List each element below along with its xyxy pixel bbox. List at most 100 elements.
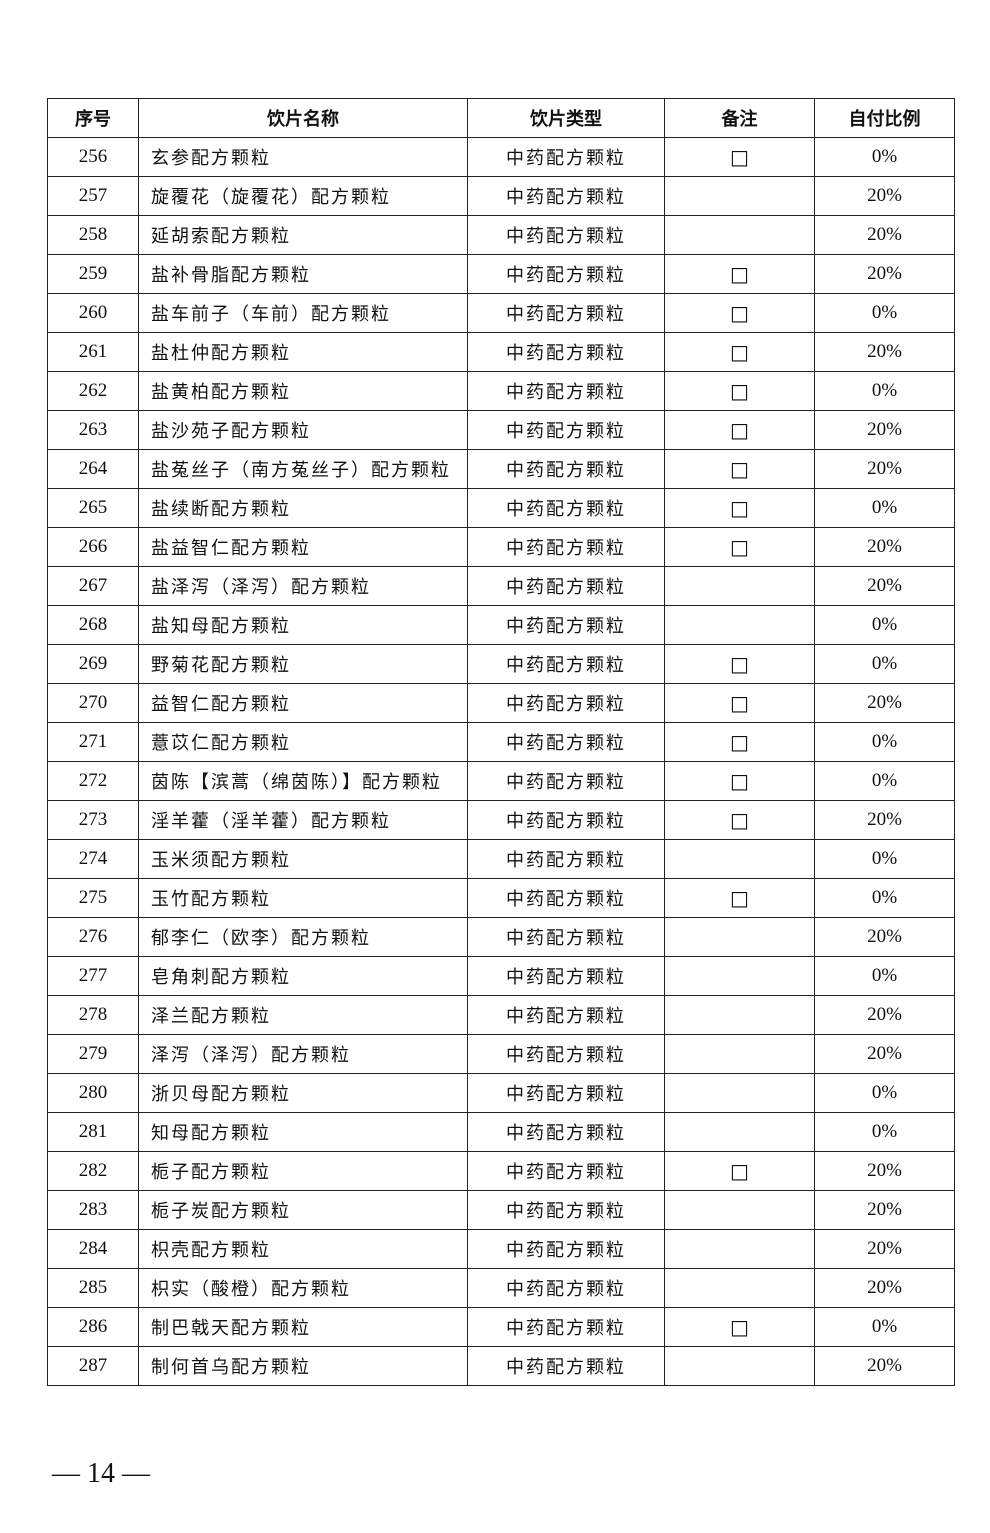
drug-name: 延胡索配方颗粒: [138, 215, 468, 255]
table-row: 259 盐补骨脂配方颗粒 中药配方颗粒 □ 20%: [47, 254, 955, 294]
table-row: 277 皂角刺配方颗粒 中药配方颗粒 0%: [47, 956, 955, 996]
row-number: 271: [47, 722, 139, 762]
note-checkbox: □: [664, 722, 815, 762]
row-number: 284: [47, 1229, 139, 1269]
table-row: 271 薏苡仁配方颗粒 中药配方颗粒 □ 0%: [47, 722, 955, 762]
drug-type: 中药配方颗粒: [467, 917, 665, 957]
note-checkbox: [664, 1034, 815, 1074]
drug-name: 栀子配方颗粒: [138, 1151, 468, 1191]
drug-name: 盐知母配方颗粒: [138, 605, 468, 645]
drug-type: 中药配方颗粒: [467, 683, 665, 723]
drug-name: 栀子炭配方颗粒: [138, 1190, 468, 1230]
note-checkbox: □: [664, 1307, 815, 1347]
drug-name: 旋覆花（旋覆花）配方颗粒: [138, 176, 468, 216]
drug-name: 制何首乌配方颗粒: [138, 1346, 468, 1386]
self-pay-ratio: 0%: [814, 293, 955, 333]
self-pay-ratio: 20%: [814, 1034, 955, 1074]
drug-type: 中药配方颗粒: [467, 1073, 665, 1113]
note-checkbox: □: [664, 254, 815, 294]
self-pay-ratio: 20%: [814, 995, 955, 1035]
self-pay-ratio: 20%: [814, 566, 955, 606]
table-row: 265 盐续断配方颗粒 中药配方颗粒 □ 0%: [47, 488, 955, 528]
note-checkbox: □: [664, 527, 815, 567]
drug-name: 泽兰配方颗粒: [138, 995, 468, 1035]
drug-name: 玉米须配方颗粒: [138, 839, 468, 879]
drug-name: 盐益智仁配方颗粒: [138, 527, 468, 567]
table-row: 264 盐菟丝子（南方菟丝子）配方颗粒 中药配方颗粒 □ 20%: [47, 449, 955, 489]
row-number: 281: [47, 1112, 139, 1152]
drug-type: 中药配方颗粒: [467, 1112, 665, 1152]
drug-name: 薏苡仁配方颗粒: [138, 722, 468, 762]
drug-type: 中药配方颗粒: [467, 995, 665, 1035]
self-pay-ratio: 20%: [814, 1229, 955, 1269]
drug-type: 中药配方颗粒: [467, 566, 665, 606]
drug-name: 盐杜仲配方颗粒: [138, 332, 468, 372]
row-number: 258: [47, 215, 139, 255]
note-checkbox: [664, 1229, 815, 1269]
drug-name: 皂角刺配方颗粒: [138, 956, 468, 996]
drug-type: 中药配方颗粒: [467, 1190, 665, 1230]
note-checkbox: □: [664, 449, 815, 489]
table-row: 278 泽兰配方颗粒 中药配方颗粒 20%: [47, 995, 955, 1035]
drug-name: 盐泽泻（泽泻）配方颗粒: [138, 566, 468, 606]
row-number: 261: [47, 332, 139, 372]
note-checkbox: [664, 1112, 815, 1152]
drug-name: 盐沙苑子配方颗粒: [138, 410, 468, 450]
self-pay-ratio: 20%: [814, 215, 955, 255]
table-row: 266 盐益智仁配方颗粒 中药配方颗粒 □ 20%: [47, 527, 955, 567]
self-pay-ratio: 0%: [814, 488, 955, 528]
table-row: 275 玉竹配方颗粒 中药配方颗粒 □ 0%: [47, 878, 955, 918]
drug-name: 知母配方颗粒: [138, 1112, 468, 1152]
table-row: 260 盐车前子（车前）配方颗粒 中药配方颗粒 □ 0%: [47, 293, 955, 333]
note-checkbox: □: [664, 137, 815, 177]
note-checkbox: [664, 956, 815, 996]
row-number: 287: [47, 1346, 139, 1386]
self-pay-ratio: 20%: [814, 176, 955, 216]
row-number: 277: [47, 956, 139, 996]
note-checkbox: [664, 215, 815, 255]
self-pay-ratio: 0%: [814, 761, 955, 801]
row-number: 256: [47, 137, 139, 177]
note-checkbox: [664, 566, 815, 606]
row-number: 276: [47, 917, 139, 957]
self-pay-ratio: 20%: [814, 449, 955, 489]
row-number: 264: [47, 449, 139, 489]
drug-name: 盐续断配方颗粒: [138, 488, 468, 528]
note-checkbox: □: [664, 332, 815, 372]
self-pay-ratio: 0%: [814, 137, 955, 177]
row-number: 285: [47, 1268, 139, 1308]
table-row: 283 栀子炭配方颗粒 中药配方颗粒 20%: [47, 1190, 955, 1230]
self-pay-ratio: 20%: [814, 683, 955, 723]
self-pay-ratio: 0%: [814, 1112, 955, 1152]
drug-type: 中药配方颗粒: [467, 449, 665, 489]
drug-name: 淫羊藿（淫羊藿）配方颗粒: [138, 800, 468, 840]
drug-type: 中药配方颗粒: [467, 1307, 665, 1347]
row-number: 279: [47, 1034, 139, 1074]
drug-type: 中药配方颗粒: [467, 410, 665, 450]
row-number: 274: [47, 839, 139, 879]
table-row: 281 知母配方颗粒 中药配方颗粒 0%: [47, 1112, 955, 1152]
table-row: 263 盐沙苑子配方颗粒 中药配方颗粒 □ 20%: [47, 410, 955, 450]
drug-type: 中药配方颗粒: [467, 254, 665, 294]
drug-name: 制巴戟天配方颗粒: [138, 1307, 468, 1347]
table-row: 285 枳实（酸橙）配方颗粒 中药配方颗粒 20%: [47, 1268, 955, 1308]
note-checkbox: □: [664, 1151, 815, 1191]
row-number: 259: [47, 254, 139, 294]
row-number: 268: [47, 605, 139, 645]
self-pay-ratio: 0%: [814, 644, 955, 684]
drug-name: 枳实（酸橙）配方颗粒: [138, 1268, 468, 1308]
self-pay-ratio: 0%: [814, 1073, 955, 1113]
row-number: 282: [47, 1151, 139, 1191]
row-number: 280: [47, 1073, 139, 1113]
page-number: — 14 —: [52, 1458, 150, 1489]
table-row: 257 旋覆花（旋覆花）配方颗粒 中药配方颗粒 20%: [47, 176, 955, 216]
table-row: 262 盐黄柏配方颗粒 中药配方颗粒 □ 0%: [47, 371, 955, 411]
drug-name: 玉竹配方颗粒: [138, 878, 468, 918]
note-checkbox: [664, 1073, 815, 1113]
row-number: 257: [47, 176, 139, 216]
note-checkbox: □: [664, 644, 815, 684]
row-number: 263: [47, 410, 139, 450]
table-row: 284 枳壳配方颗粒 中药配方颗粒 20%: [47, 1229, 955, 1269]
table-row: 276 郁李仁（欧李）配方颗粒 中药配方颗粒 20%: [47, 917, 955, 957]
drug-name: 茵陈【滨蒿（绵茵陈）】配方颗粒: [138, 761, 468, 801]
